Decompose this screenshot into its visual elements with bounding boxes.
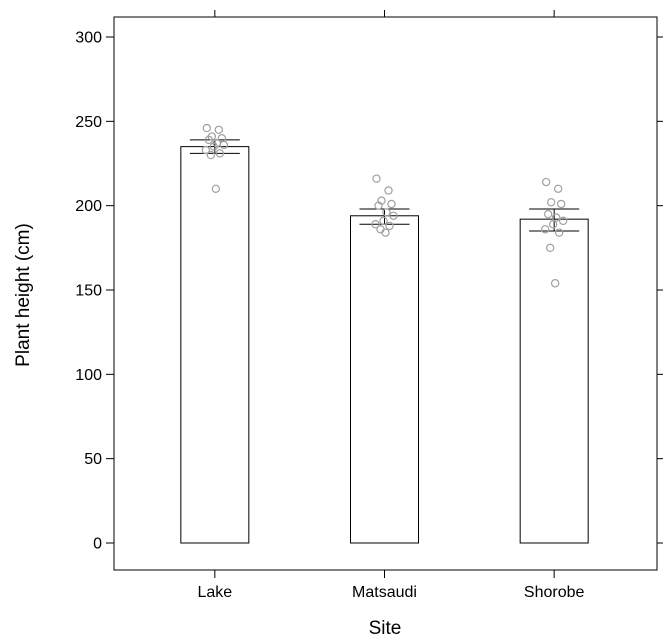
- data-point: [550, 279, 560, 288]
- data-point: [215, 149, 225, 158]
- data-point: [558, 216, 568, 226]
- data-point: [202, 123, 212, 133]
- data-point: [551, 213, 561, 222]
- data-point: [553, 184, 563, 193]
- y-tick-label: 250: [75, 114, 102, 131]
- x-tick-label: Shorobe: [524, 584, 585, 601]
- data-point: [371, 220, 380, 229]
- data-point: [382, 208, 391, 217]
- bars: [180, 146, 589, 544]
- y-axis: 0 50 100 150 200 250 300: [75, 30, 663, 553]
- y-tick-label: 0: [93, 536, 102, 553]
- data-point: [385, 221, 394, 231]
- data-point: [384, 186, 393, 195]
- y-tick-label: 150: [75, 283, 102, 300]
- data-point: [372, 174, 381, 183]
- bar: [519, 218, 589, 544]
- x-tick-label: Matsaudi: [352, 584, 417, 601]
- data-point: [209, 142, 219, 151]
- x-axis-title: Site: [369, 618, 402, 639]
- data-point: [374, 201, 383, 210]
- y-tick-label: 100: [75, 367, 102, 384]
- y-tick-label: 50: [84, 451, 102, 468]
- y-axis-title: Plant height (cm): [13, 223, 34, 367]
- data-point: [556, 199, 566, 209]
- data-point: [543, 209, 553, 219]
- data-point: [541, 177, 551, 187]
- data-point: [204, 135, 214, 145]
- data-point: [214, 125, 224, 134]
- data-point: [201, 145, 211, 155]
- data-point: [540, 225, 550, 234]
- data-point: [381, 228, 390, 237]
- x-axis: Lake Matsaudi Shorobe: [197, 10, 585, 601]
- data-point: [379, 216, 388, 226]
- data-point: [389, 211, 398, 220]
- data-point: [548, 220, 558, 229]
- data-point: [545, 243, 555, 253]
- data-point: [206, 150, 216, 160]
- data-points: [201, 123, 568, 288]
- data-point: [554, 228, 564, 237]
- x-tick-label: Lake: [197, 584, 232, 601]
- data-point: [387, 199, 396, 209]
- data-point: [211, 184, 221, 193]
- y-tick-label: 200: [75, 198, 102, 215]
- data-point: [546, 198, 556, 207]
- data-point: [219, 140, 229, 150]
- bar: [350, 215, 419, 544]
- plot-frame: [113, 16, 658, 571]
- bar: [180, 146, 250, 544]
- y-tick-label: 300: [75, 30, 102, 47]
